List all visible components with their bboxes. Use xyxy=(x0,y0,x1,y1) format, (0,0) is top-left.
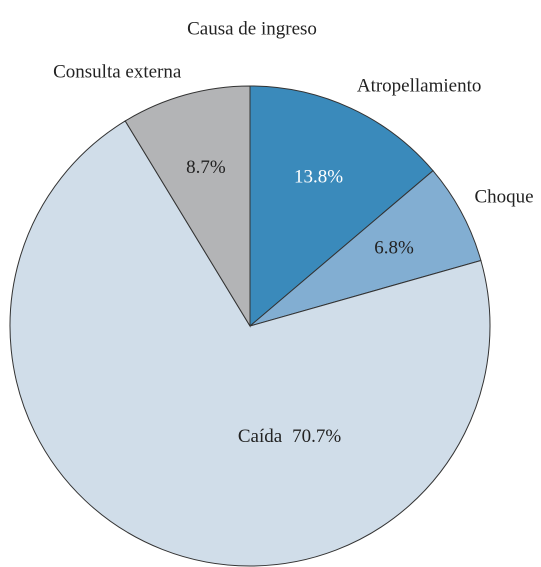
category-label: Caída xyxy=(238,426,283,447)
value-label: 70.7% xyxy=(292,426,341,447)
category-label: Choque xyxy=(474,187,533,208)
value-label: 8.7% xyxy=(186,157,226,178)
pie-slice xyxy=(249,85,434,328)
category-label: Consulta externa xyxy=(53,61,182,82)
category-label: Atropellamiento xyxy=(357,75,482,96)
pie-slice xyxy=(9,120,491,567)
chart-title: Causa de ingreso xyxy=(187,18,317,39)
value-label: 13.8% xyxy=(294,166,343,187)
pie-slice xyxy=(124,85,251,328)
value-label: 6.8% xyxy=(374,238,414,259)
